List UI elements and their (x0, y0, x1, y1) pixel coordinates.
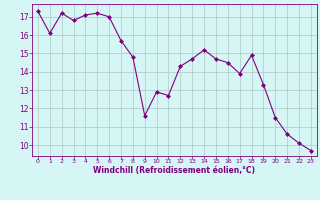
X-axis label: Windchill (Refroidissement éolien,°C): Windchill (Refroidissement éolien,°C) (93, 166, 255, 175)
